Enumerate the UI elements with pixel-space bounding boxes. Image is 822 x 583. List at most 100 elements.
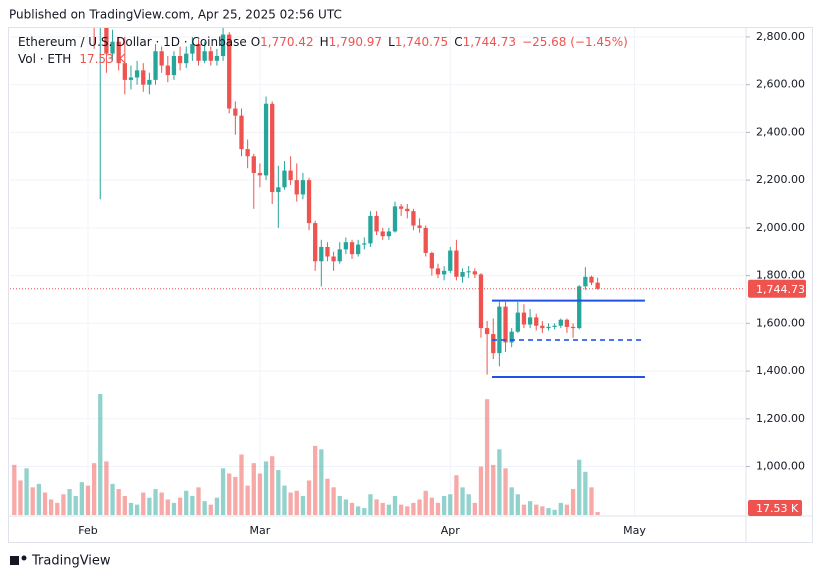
legend-key: H [320,35,329,49]
volume-bar [534,504,539,515]
candle-body [484,328,490,335]
candle-body [491,334,496,354]
volume-bar [153,489,158,515]
candle-body [325,246,330,257]
volume-bar [570,489,576,515]
candle-body [104,28,109,54]
volume-bar [85,485,91,515]
candle-body [276,187,281,193]
volume-bar [392,495,398,515]
logo-text: TradingView [31,554,111,569]
volume-bar [190,495,195,515]
volume-bar [300,495,306,515]
candle-body [380,231,385,237]
volume-bar [177,497,183,515]
volume-bar [527,501,533,515]
published-note: Published on TradingView.com, Apr 25, 20… [9,8,342,22]
logo-mark [10,556,19,565]
chart-frame [8,27,813,543]
volume-bar [374,499,379,515]
volume-bar [577,459,582,515]
candle-body [386,231,392,237]
volume-bar [110,483,115,515]
volume-bar [429,497,434,515]
volume-bar [98,394,103,515]
candle-body [233,108,238,116]
candle-body [116,41,121,64]
candle-body [589,276,594,283]
candle-body [552,325,557,327]
plot [10,28,745,515]
x-tick-label: Mar [250,524,271,537]
candle-body [349,242,355,255]
volume-bar [460,487,465,515]
legend-value: 1,744.73 [463,35,516,49]
volume-bar [337,495,342,515]
volume-bar [196,487,201,515]
volume-bar [276,470,281,515]
y-tick-label: 1,400.00 [756,364,805,377]
candle-body [527,317,533,325]
volume-bar [263,461,269,515]
volume-bar [171,502,177,515]
volume-bar [356,506,361,515]
candle-body [454,250,459,277]
volume-bar [257,473,263,515]
volume-bar [540,506,545,515]
volume-bar [411,502,416,515]
candle-body [534,317,539,326]
candle-body [134,70,140,78]
y-tick-label: 1,200.00 [756,412,805,425]
volume-bar [208,504,213,515]
y-tick-label: 1,800.00 [756,269,805,282]
legend-key: L [388,35,395,49]
axes: 1,000.00 1,200.00 1,400.00 1,600.00 1,800.00… [78,30,806,537]
candle-body [577,286,582,329]
volume-bar [165,499,170,515]
volume-bar [73,495,78,515]
candle-body [374,215,379,232]
y-tick-label: 2,000.00 [756,221,805,234]
last-price-label: 1,744.73 [756,283,805,296]
volume-bar [417,499,422,515]
volume-bar [104,461,109,515]
candle-body [147,79,152,85]
volume-bar [313,445,318,515]
volume-bar [61,494,66,515]
candle-body [220,34,226,57]
volume-bar [128,502,134,515]
y-tick-label: 2,400.00 [756,125,805,138]
candle-body [300,180,306,195]
candle-body [478,274,484,329]
candle-body [423,227,428,253]
volume-bar [202,501,207,515]
volume-bar [12,464,17,515]
candle-body [313,223,318,262]
candle-body [128,77,134,80]
volume-bar [368,494,373,515]
candle-body [460,272,465,277]
legend-line: Ethereum / U.S. Dollar · 1D · Coinbase O1… [18,35,628,49]
volume-bar [245,485,250,515]
volume-bar [343,499,349,515]
volume-bar [134,504,140,515]
volume-bar [466,494,471,515]
volume-bar [589,487,594,515]
volume-bar [36,483,42,515]
volume-bar [294,490,299,515]
volume-bar [497,449,502,515]
volume-bar [521,504,527,515]
volume-bar [423,490,428,515]
volume-bar [405,506,410,515]
volume-bar [331,487,336,515]
volume-bar [319,449,324,515]
volume-bar [546,508,551,515]
last-price-box [748,279,806,298]
volume-bar [441,495,447,515]
candle-body [331,256,336,262]
volume-bar [24,468,29,515]
volume-bar [147,497,152,515]
candle-body [251,156,256,173]
legend-key: C [454,35,462,49]
